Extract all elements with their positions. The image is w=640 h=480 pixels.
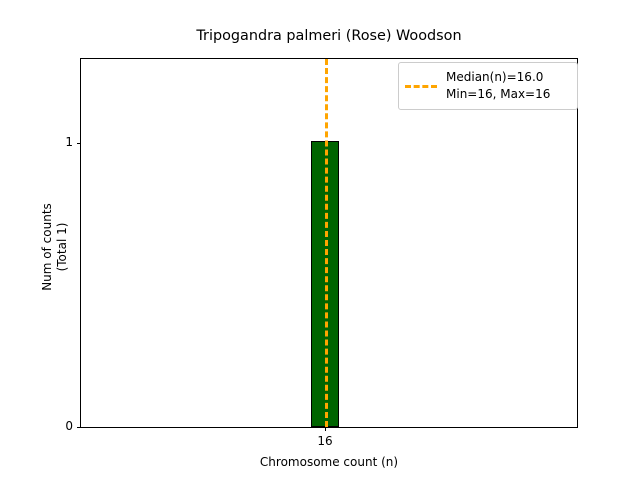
- y-axis-label: Num of counts (Total 1): [40, 0, 70, 480]
- page-title: Tripogandra palmeri (Rose) Woodson: [196, 28, 462, 44]
- legend-minmax-label: Min=16, Max=16: [446, 87, 551, 101]
- legend-median-label: Median(n)=16.0: [446, 70, 544, 84]
- median-line: [325, 59, 328, 427]
- ytick-label-0: 0: [65, 419, 73, 433]
- ytick-mark-1: [77, 143, 81, 144]
- legend-entry-median: Median(n)=16.0 Min=16, Max=16: [405, 69, 569, 103]
- xtick-mark-16: [325, 427, 326, 431]
- x-axis-label: Chromosome count (n): [259, 455, 399, 469]
- legend: Median(n)=16.0 Min=16, Max=16: [398, 62, 578, 110]
- y-axis-label-line1: Num of counts: [40, 203, 54, 291]
- plot-area: [77, 58, 578, 431]
- ytick-mark-0: [77, 427, 81, 428]
- dashed-line-icon: [405, 84, 437, 88]
- xtick-label-16: 16: [317, 434, 333, 448]
- y-axis-label-line2: (Total 1): [55, 222, 69, 272]
- ytick-label-1: 1: [65, 135, 73, 149]
- legend-entry-text: Median(n)=16.0 Min=16, Max=16: [446, 69, 551, 103]
